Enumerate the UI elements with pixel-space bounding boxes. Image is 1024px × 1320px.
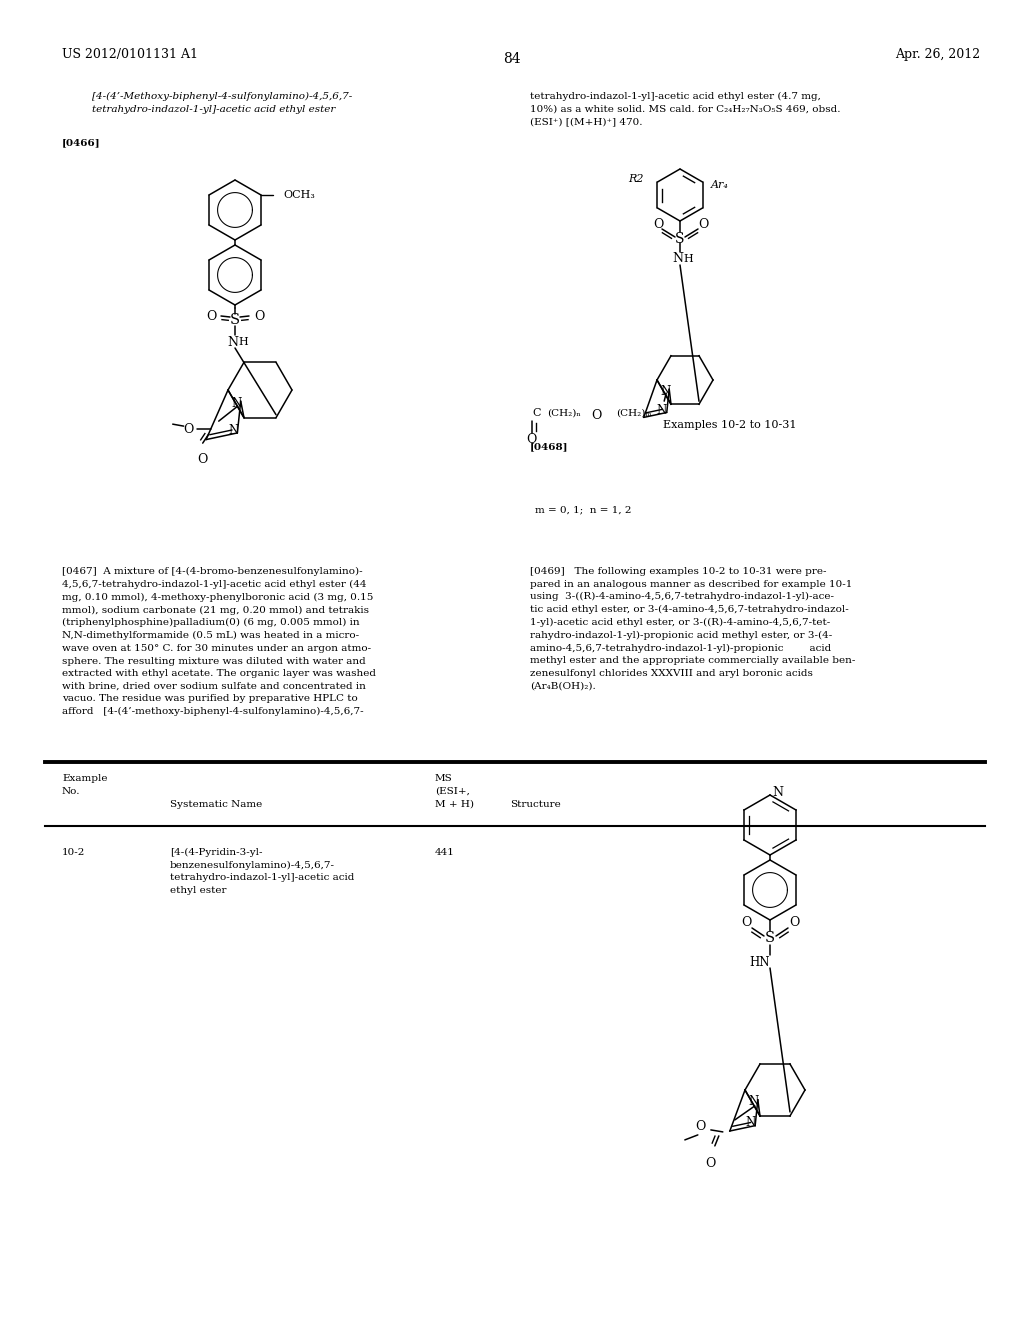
Text: Structure: Structure — [510, 800, 561, 809]
Text: O: O — [198, 453, 208, 466]
Text: N: N — [660, 384, 671, 397]
Text: Ar₄: Ar₄ — [711, 180, 729, 190]
Text: HN: HN — [750, 956, 770, 969]
Text: MS: MS — [435, 774, 453, 783]
Text: N: N — [228, 425, 239, 437]
Text: R2: R2 — [629, 174, 644, 183]
Text: (ESI+,: (ESI+, — [435, 787, 470, 796]
Text: H: H — [683, 253, 693, 264]
Text: OCH₃: OCH₃ — [283, 190, 314, 201]
Text: O: O — [697, 219, 709, 231]
Text: [0469]   The following examples 10-2 to 10-31 were pre-
pared in an analogous ma: [0469] The following examples 10-2 to 10… — [530, 568, 855, 690]
Text: N: N — [227, 335, 239, 348]
Text: C: C — [531, 408, 541, 418]
Text: N: N — [673, 252, 683, 265]
Text: tetrahydro-indazol-1-yl]-acetic acid ethyl ester (4.7 mg,
10%) as a white solid.: tetrahydro-indazol-1-yl]-acetic acid eth… — [530, 92, 841, 127]
Text: S: S — [675, 232, 685, 246]
Text: S: S — [765, 931, 775, 945]
Text: N: N — [749, 1096, 759, 1109]
Text: 84: 84 — [503, 51, 521, 66]
Text: O: O — [591, 409, 601, 421]
Text: 10-2: 10-2 — [62, 847, 85, 857]
Text: [0466]: [0466] — [62, 139, 100, 147]
Text: (CH₂)ₘ: (CH₂)ₘ — [616, 409, 652, 417]
Text: Apr. 26, 2012: Apr. 26, 2012 — [895, 48, 980, 61]
Text: N: N — [656, 404, 667, 417]
Text: N: N — [745, 1117, 756, 1129]
Text: [0467]  A mixture of [4-(4-bromo-benzenesulfonylamino)-
4,5,6,7-tetrahydro-indaz: [0467] A mixture of [4-(4-bromo-benzenes… — [62, 568, 376, 717]
Text: S: S — [230, 313, 240, 327]
Text: tetrahydro-indazol-1-yl]-acetic acid ethyl ester: tetrahydro-indazol-1-yl]-acetic acid eth… — [92, 106, 336, 114]
Text: [4-(4-Pyridin-3-yl-
benzenesulfonylamino)-4,5,6,7-
tetrahydro-indazol-1-yl]-acet: [4-(4-Pyridin-3-yl- benzenesulfonylamino… — [170, 847, 354, 895]
Text: O: O — [254, 309, 264, 322]
Text: N: N — [231, 396, 242, 409]
Text: O: O — [695, 1121, 706, 1134]
Text: O: O — [653, 219, 664, 231]
Text: US 2012/0101131 A1: US 2012/0101131 A1 — [62, 48, 198, 61]
Text: Examples 10-2 to 10-31: Examples 10-2 to 10-31 — [664, 420, 797, 430]
Text: O: O — [206, 309, 216, 322]
Text: [0468]: [0468] — [530, 442, 568, 451]
Text: 441: 441 — [435, 847, 455, 857]
Text: O: O — [183, 422, 194, 436]
Text: Systematic Name: Systematic Name — [170, 800, 262, 809]
Text: H: H — [239, 337, 248, 347]
Text: m = 0, 1;  n = 1, 2: m = 0, 1; n = 1, 2 — [535, 506, 632, 513]
Text: Example: Example — [62, 774, 108, 783]
Text: [4-(4’-Methoxy-biphenyl-4-sulfonylamino)-4,5,6,7-: [4-(4’-Methoxy-biphenyl-4-sulfonylamino)… — [92, 92, 352, 102]
Text: M + H): M + H) — [435, 800, 474, 809]
Text: O: O — [740, 916, 752, 929]
Text: N: N — [772, 787, 783, 800]
Text: No.: No. — [62, 787, 81, 796]
Text: (CH₂)ₙ: (CH₂)ₙ — [547, 409, 581, 417]
Text: O: O — [788, 916, 799, 929]
Text: O: O — [706, 1158, 716, 1171]
Text: O: O — [526, 433, 537, 446]
